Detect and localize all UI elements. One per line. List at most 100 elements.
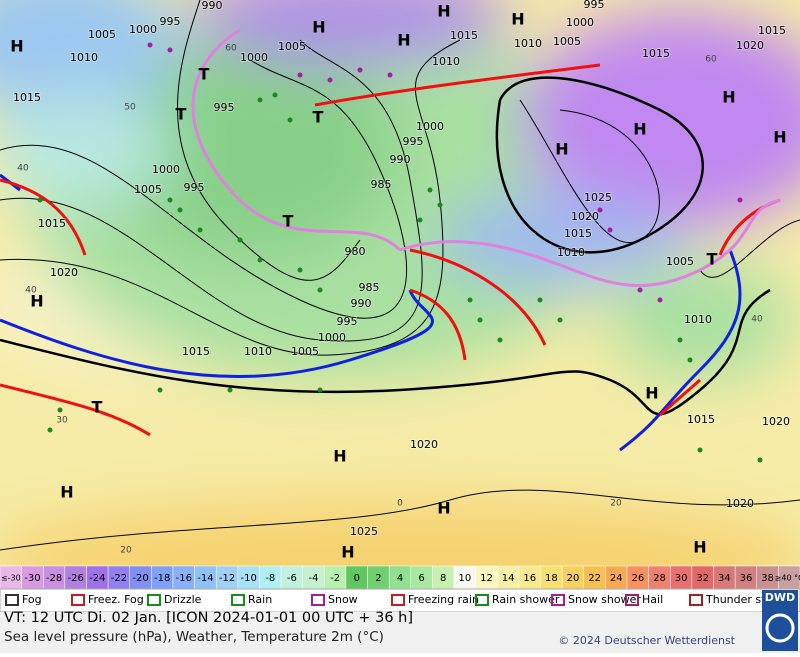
scale-label: 28: [653, 573, 666, 584]
weather-symbol: [57, 407, 63, 413]
scale-label: -2: [330, 573, 340, 584]
weather-symbol: [197, 227, 203, 233]
scale-label: -12: [219, 573, 235, 584]
scale-label: 36: [740, 573, 753, 584]
pressure-center: H: [333, 447, 346, 466]
isobar-label: 990: [351, 297, 372, 310]
weather-symbol: [537, 297, 543, 303]
isobar-label: 1005: [134, 183, 162, 196]
isobar-label: 1010: [557, 246, 585, 259]
isobar-label: 1015: [182, 345, 210, 358]
weather-symbol: [177, 207, 183, 213]
occluded-front: [191, 28, 781, 288]
weather-symbol: [437, 202, 443, 208]
grid-label: 20: [610, 499, 622, 509]
scale-label: -8: [265, 573, 275, 584]
scale-label: 32: [696, 573, 709, 584]
snow-symbol: [327, 77, 333, 83]
pressure-center: H: [645, 384, 658, 403]
isobar-label: 1005: [666, 255, 694, 268]
isobar-label: 1000: [240, 51, 268, 64]
scale-label: 10: [458, 573, 471, 584]
pressure-center: T: [707, 250, 718, 269]
isobar-label: 995: [403, 135, 424, 148]
weather-symbol: [287, 117, 293, 123]
isobar-label: 1015: [38, 217, 66, 230]
legend-icon: [625, 594, 639, 606]
temperature-field: [0, 0, 800, 620]
isobar-label: 1000: [129, 23, 157, 36]
isobar-label: 1020: [571, 210, 599, 223]
scale-label: 8: [440, 573, 446, 584]
grid-label: 20: [120, 546, 132, 556]
isobar-label: 1010: [70, 51, 98, 64]
isobar-label: 1010: [244, 345, 272, 358]
pressure-center: T: [313, 108, 324, 127]
legend-label: Freez. Fog: [88, 593, 144, 606]
isobar-label: 985: [359, 281, 380, 294]
snow-symbol: [357, 67, 363, 73]
legend-label: Snow shower: [568, 593, 641, 606]
isobar-label: 990: [202, 0, 223, 12]
copyright: © 2024 Deutscher Wetterdienst: [558, 634, 735, 647]
isobar-label: 1025: [350, 525, 378, 538]
scale-label: 26: [631, 573, 644, 584]
weather-symbol: [37, 197, 43, 203]
weather-symbol: [697, 447, 703, 453]
pressure-center: H: [511, 10, 524, 29]
snow-symbol: [637, 287, 643, 293]
weather-symbol: [417, 217, 423, 223]
isobar-label: 1000: [152, 163, 180, 176]
isobar-label: 990: [390, 153, 411, 166]
scale-label: -26: [68, 573, 84, 584]
dwd-logo-swirl: [765, 613, 795, 643]
weather-symbol: [497, 337, 503, 343]
scale-label: -28: [46, 573, 62, 584]
high-pressure-isobar: [0, 288, 771, 416]
scale-label: 34: [718, 573, 731, 584]
pressure-center: H: [30, 292, 43, 311]
pressure-center: H: [437, 499, 450, 518]
legend-icon: [311, 594, 325, 606]
scale-label: 4: [397, 573, 403, 584]
pressure-center: H: [397, 31, 410, 50]
weather-symbol: [317, 287, 323, 293]
isobar-label: 1000: [318, 331, 346, 344]
legend-label: Rain: [248, 593, 272, 606]
scale-label: ≥40 °C: [775, 574, 800, 583]
pressure-center: H: [341, 543, 354, 562]
isobar-label: 1000: [416, 120, 444, 133]
isobar-label: 995: [184, 181, 205, 194]
legend-label: Rain shower: [492, 593, 560, 606]
legend-icon: [391, 594, 405, 606]
legend-icon: [5, 594, 19, 606]
weather-symbol: [227, 387, 233, 393]
scale-label: 18: [545, 573, 558, 584]
scale-label: -16: [176, 573, 192, 584]
scale-label: 24: [610, 573, 623, 584]
weather-symbol: [467, 297, 473, 303]
isobar-label: 1020: [726, 497, 754, 510]
pressure-center: H: [722, 88, 735, 107]
grid-label: 60: [225, 44, 237, 54]
legend-label: Freezing rain: [408, 593, 479, 606]
snow-symbol: [657, 297, 663, 303]
isobar-label: 1010: [432, 55, 460, 68]
scale-label: -24: [89, 573, 105, 584]
weather-symbol: [317, 387, 323, 393]
isobars: [0, 0, 800, 551]
weather-symbol: [427, 187, 433, 193]
scale-label: -20: [132, 573, 148, 584]
isobar-label: 995: [160, 15, 181, 28]
grid-label: 30: [56, 416, 68, 426]
scale-label: 22: [588, 573, 601, 584]
isobar-label: 1015: [450, 29, 478, 42]
grid-label: 60: [705, 55, 717, 65]
scale-label: 14: [502, 573, 515, 584]
grid-label: 40: [17, 164, 29, 174]
scale-label: ≤-30: [1, 574, 21, 583]
isobar-label: 1020: [762, 415, 790, 428]
description: Sea level pressure (hPa), Weather, Tempe…: [4, 629, 384, 645]
